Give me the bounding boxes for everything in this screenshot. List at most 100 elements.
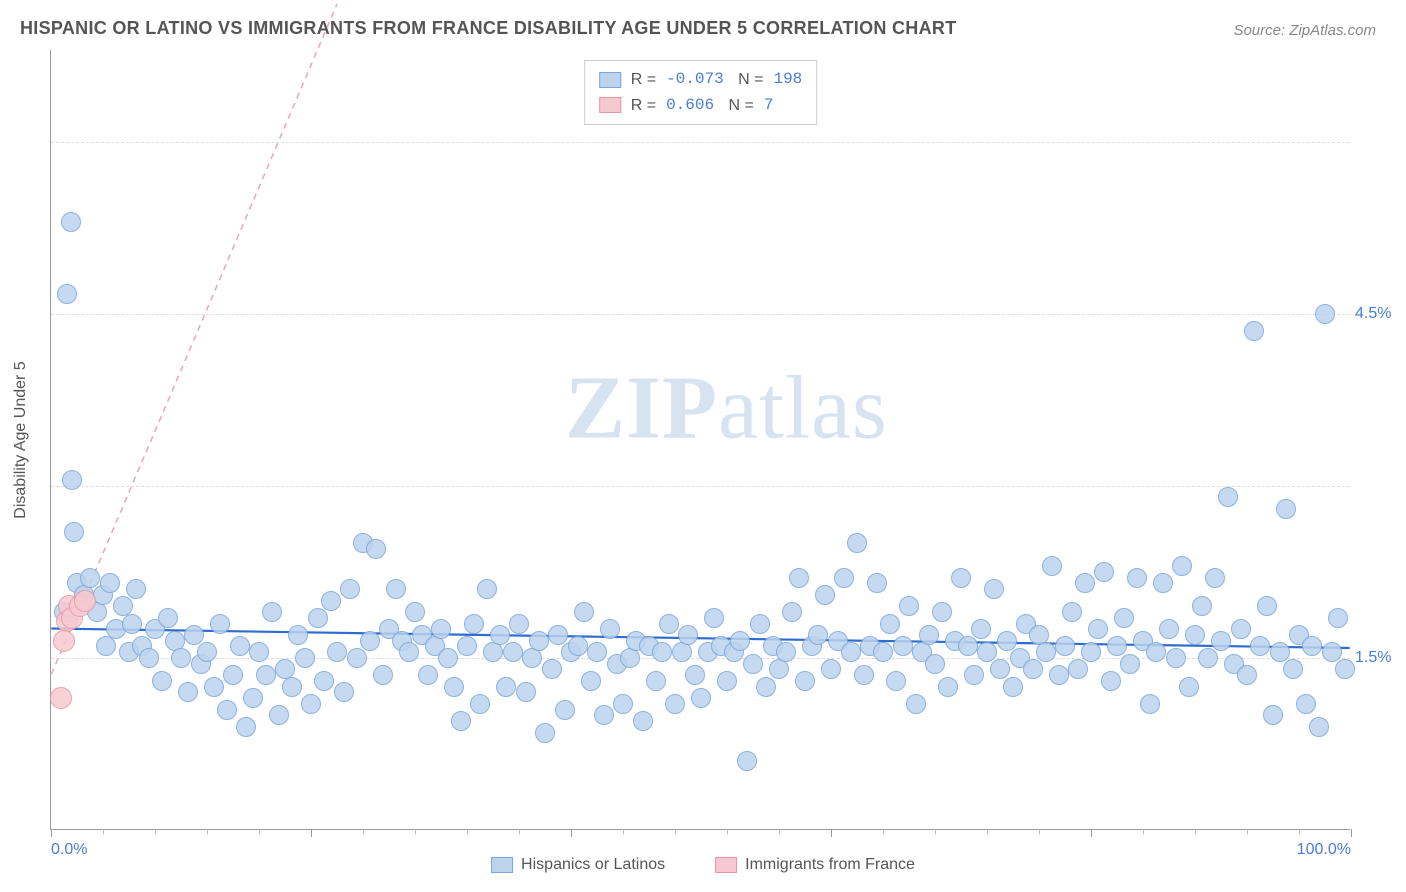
- data-point: [321, 591, 341, 611]
- data-point: [1127, 568, 1147, 588]
- data-point: [50, 687, 72, 709]
- data-point: [1094, 562, 1114, 582]
- data-point: [243, 688, 263, 708]
- data-point: [951, 568, 971, 588]
- data-point: [932, 602, 952, 622]
- data-point: [210, 614, 230, 634]
- data-point: [691, 688, 711, 708]
- plot-area: Disability Age Under 5 ZIPatlas R = -0.0…: [50, 50, 1350, 830]
- data-point: [1107, 636, 1127, 656]
- data-point: [1335, 659, 1355, 679]
- x-tick-minor: [363, 829, 364, 834]
- data-point: [451, 711, 471, 731]
- r-label-1: R =: [631, 67, 656, 93]
- legend-row-2: R = 0.606 N = 7: [599, 93, 803, 119]
- data-point: [1315, 304, 1335, 324]
- legend-item-1: Hispanics or Latinos: [491, 856, 665, 874]
- data-point: [230, 636, 250, 656]
- data-point: [1185, 625, 1205, 645]
- data-point: [158, 608, 178, 628]
- data-point: [464, 614, 484, 634]
- data-point: [1062, 602, 1082, 622]
- data-point: [535, 723, 555, 743]
- data-point: [1322, 642, 1342, 662]
- x-tick-minor: [883, 829, 884, 834]
- data-point: [646, 671, 666, 691]
- x-tick-minor: [155, 829, 156, 834]
- data-point: [1192, 596, 1212, 616]
- data-point: [750, 614, 770, 634]
- watermark-bold: ZIP: [565, 359, 718, 458]
- data-point: [1328, 608, 1348, 628]
- legend-label-2: Immigrants from France: [745, 856, 915, 874]
- data-point: [64, 522, 84, 542]
- data-point: [854, 665, 874, 685]
- data-point: [1120, 654, 1140, 674]
- y-tick-label: 4.5%: [1355, 305, 1405, 323]
- data-point: [1244, 321, 1264, 341]
- data-point: [262, 602, 282, 622]
- series-legend: Hispanics or Latinos Immigrants from Fra…: [491, 856, 915, 874]
- data-point: [1270, 642, 1290, 662]
- legend-row-1: R = -0.073 N = 198: [599, 67, 803, 93]
- data-point: [516, 682, 536, 702]
- x-tick-minor: [519, 829, 520, 834]
- data-point: [990, 659, 1010, 679]
- x-tick-minor: [207, 829, 208, 834]
- data-point: [1198, 648, 1218, 668]
- data-point: [795, 671, 815, 691]
- data-point: [1146, 642, 1166, 662]
- data-point: [522, 648, 542, 668]
- x-tick-label: 100.0%: [1297, 841, 1351, 859]
- x-tick-minor: [987, 829, 988, 834]
- x-tick-minor: [467, 829, 468, 834]
- swatch-series-2: [599, 97, 621, 113]
- data-point: [633, 711, 653, 731]
- chart-container: HISPANIC OR LATINO VS IMMIGRANTS FROM FR…: [0, 0, 1406, 892]
- data-point: [295, 648, 315, 668]
- data-point: [477, 579, 497, 599]
- x-tick-minor: [103, 829, 104, 834]
- data-point: [1231, 619, 1251, 639]
- data-point: [1296, 694, 1316, 714]
- data-point: [197, 642, 217, 662]
- x-tick-minor: [1195, 829, 1196, 834]
- data-point: [1276, 499, 1296, 519]
- data-point: [1211, 631, 1231, 651]
- data-point: [1172, 556, 1192, 576]
- data-point: [776, 642, 796, 662]
- data-point: [743, 654, 763, 674]
- data-point: [880, 614, 900, 634]
- legend-item-2: Immigrants from France: [715, 856, 915, 874]
- data-point: [782, 602, 802, 622]
- data-point: [984, 579, 1004, 599]
- x-tick-minor: [727, 829, 728, 834]
- data-point: [457, 636, 477, 656]
- x-tick: [1351, 829, 1352, 837]
- x-tick-minor: [1143, 829, 1144, 834]
- x-tick-minor: [623, 829, 624, 834]
- data-point: [178, 682, 198, 702]
- data-point: [1068, 659, 1088, 679]
- data-point: [529, 631, 549, 651]
- x-tick-minor: [1299, 829, 1300, 834]
- data-point: [496, 677, 516, 697]
- gridline: [51, 314, 1350, 315]
- data-point: [1159, 619, 1179, 639]
- x-tick-minor: [675, 829, 676, 834]
- data-point: [964, 665, 984, 685]
- data-point: [1153, 573, 1173, 593]
- data-point: [184, 625, 204, 645]
- gridline: [51, 486, 1350, 487]
- data-point: [122, 614, 142, 634]
- x-tick: [571, 829, 572, 837]
- data-point: [1257, 596, 1277, 616]
- data-point: [1075, 573, 1095, 593]
- data-point: [340, 579, 360, 599]
- data-point: [665, 694, 685, 714]
- data-point: [542, 659, 562, 679]
- trend-lines-svg: [51, 50, 1350, 829]
- data-point: [53, 630, 75, 652]
- data-point: [1218, 487, 1238, 507]
- x-tick-minor: [1247, 829, 1248, 834]
